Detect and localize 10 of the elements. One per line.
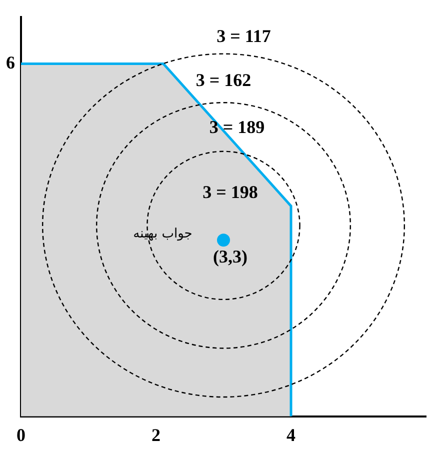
annotation: (3,3)	[213, 246, 248, 266]
y-tick-label: 6	[6, 52, 15, 72]
x-tick-label: 2	[152, 424, 160, 445]
annotation: جواب بهینه	[133, 226, 192, 242]
x-tick-label: 0	[16, 424, 26, 445]
x-tick-label: 4	[286, 424, 296, 445]
annotation: 3 = 117	[216, 26, 271, 46]
annotation: 3 = 189	[209, 117, 265, 138]
annotation: 3 = 162	[196, 70, 252, 90]
annotation: 3 = 198	[202, 182, 258, 202]
